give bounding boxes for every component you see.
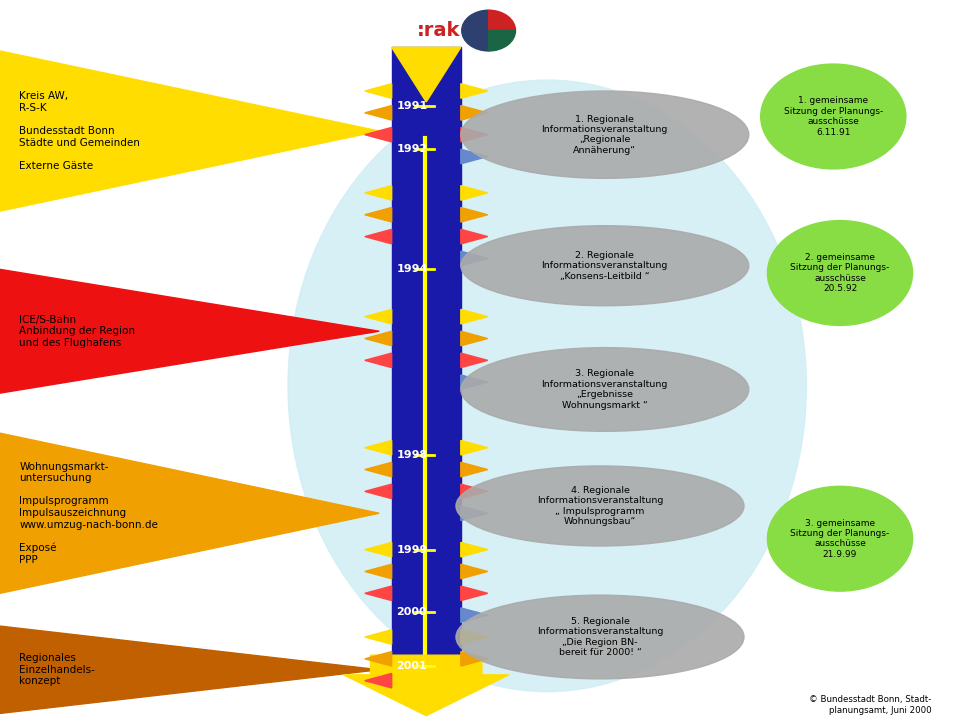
Text: 2. gemeinsame
Sitzung der Planungs-
ausschüsse
20.5.92: 2. gemeinsame Sitzung der Planungs- auss… <box>790 253 890 293</box>
Text: 5. Regionale
Informationsveranstaltung
„Die Region BN-
bereit für 2000! “: 5. Regionale Informationsveranstaltung „… <box>537 617 663 657</box>
Text: 1999: 1999 <box>396 545 428 555</box>
Text: 2001: 2001 <box>396 661 427 671</box>
Text: 3. Regionale
Informationsveranstaltung
„Ergebnisse
Wohnungsmarkt “: 3. Regionale Informationsveranstaltung „… <box>541 369 668 410</box>
Text: 1. Regionale
Informationsveranstaltung
„Regionale
Annäherung“: 1. Regionale Informationsveranstaltung „… <box>541 114 668 155</box>
Ellipse shape <box>461 347 749 431</box>
Text: :rak: :rak <box>417 21 460 40</box>
Ellipse shape <box>760 64 906 169</box>
Polygon shape <box>0 626 379 713</box>
Polygon shape <box>461 229 488 244</box>
Polygon shape <box>365 652 392 666</box>
Polygon shape <box>461 462 488 477</box>
Polygon shape <box>461 207 488 222</box>
Polygon shape <box>461 564 488 579</box>
Polygon shape <box>461 251 488 266</box>
Polygon shape <box>365 630 392 644</box>
Polygon shape <box>461 309 488 324</box>
Bar <box>392 47 461 688</box>
Polygon shape <box>0 433 379 593</box>
Polygon shape <box>365 106 392 120</box>
Text: 2. Regionale
Informationsveranstaltung
„Konsens-Leitbild “: 2. Regionale Informationsveranstaltung „… <box>541 251 668 280</box>
Polygon shape <box>461 652 488 666</box>
Polygon shape <box>461 375 488 389</box>
Wedge shape <box>462 10 489 51</box>
Ellipse shape <box>767 221 913 325</box>
Polygon shape <box>365 84 392 98</box>
Polygon shape <box>461 440 488 455</box>
Ellipse shape <box>288 80 806 692</box>
Polygon shape <box>365 353 392 368</box>
Polygon shape <box>461 149 488 164</box>
Polygon shape <box>461 542 488 557</box>
Text: 1998: 1998 <box>396 450 428 460</box>
Polygon shape <box>365 564 392 579</box>
Text: 4. Regionale
Informationsveranstaltung
„ Impulsprogramm
Wohnungsbau“: 4. Regionale Informationsveranstaltung „… <box>537 486 663 526</box>
Wedge shape <box>489 10 516 31</box>
Polygon shape <box>461 127 488 142</box>
Polygon shape <box>461 84 488 98</box>
Text: Kreis AW,
R-S-K

Bundesstadt Bonn
Städte und Gemeinden

Externe Gäste: Kreis AW, R-S-K Bundesstadt Bonn Städte … <box>19 91 140 171</box>
Polygon shape <box>0 51 379 211</box>
Ellipse shape <box>767 486 913 591</box>
Text: 2000: 2000 <box>396 606 427 617</box>
Polygon shape <box>461 186 488 200</box>
Polygon shape <box>461 630 488 644</box>
Polygon shape <box>365 127 392 142</box>
Text: 1992: 1992 <box>396 144 428 154</box>
Polygon shape <box>365 484 392 499</box>
Polygon shape <box>344 655 509 716</box>
Polygon shape <box>461 506 488 521</box>
Polygon shape <box>365 586 392 601</box>
Text: 1991: 1991 <box>396 100 428 111</box>
Polygon shape <box>365 309 392 324</box>
Ellipse shape <box>456 466 744 546</box>
Ellipse shape <box>456 596 744 678</box>
Polygon shape <box>365 207 392 222</box>
Polygon shape <box>461 586 488 601</box>
Text: ICE/S-Bahn
Anbindung der Region
und des Flughafens: ICE/S-Bahn Anbindung der Region und des … <box>19 314 135 348</box>
Ellipse shape <box>461 91 749 178</box>
Polygon shape <box>365 186 392 200</box>
Wedge shape <box>489 31 516 51</box>
Polygon shape <box>0 269 379 393</box>
Text: Wohnungsmarkt-
untersuchung

Impulsprogramm
Impulsauszeichnung
www.umzug-nach-bo: Wohnungsmarkt- untersuchung Impulsprogra… <box>19 462 158 565</box>
Text: Regionales
Einzelhandels-
konzept: Regionales Einzelhandels- konzept <box>19 653 95 687</box>
Polygon shape <box>461 331 488 346</box>
Polygon shape <box>461 353 488 368</box>
Polygon shape <box>461 106 488 120</box>
Polygon shape <box>461 484 488 499</box>
Polygon shape <box>365 673 392 688</box>
Polygon shape <box>365 462 392 477</box>
Text: © Bundesstadt Bonn, Stadt-
planungsamt, Juni 2000: © Bundesstadt Bonn, Stadt- planungsamt, … <box>809 695 931 715</box>
Text: 1. gemeinsame
Sitzung der Planungs-
ausschüsse
6.11.91: 1. gemeinsame Sitzung der Planungs- auss… <box>783 96 883 137</box>
Text: 3. gemeinsame
Sitzung der Planungs-
ausschüsse
21.9.99: 3. gemeinsame Sitzung der Planungs- auss… <box>790 518 890 559</box>
Polygon shape <box>365 331 392 346</box>
Polygon shape <box>365 440 392 455</box>
Polygon shape <box>365 229 392 244</box>
Polygon shape <box>365 542 392 557</box>
Ellipse shape <box>461 226 749 306</box>
Text: 1994: 1994 <box>396 264 428 274</box>
Polygon shape <box>392 47 461 102</box>
Polygon shape <box>461 608 488 622</box>
